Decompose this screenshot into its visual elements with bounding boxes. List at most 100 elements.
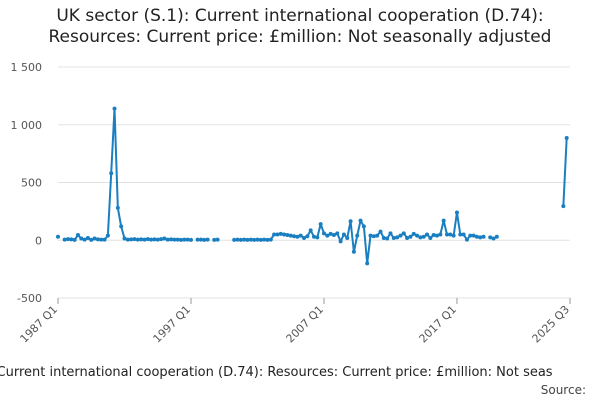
data-point — [321, 231, 326, 236]
x-tick-label: 1997 Q1 — [151, 303, 194, 346]
y-tick-label: 500 — [21, 177, 42, 190]
data-point — [265, 237, 270, 242]
data-point — [255, 237, 260, 242]
data-point — [371, 234, 376, 239]
data-point — [305, 234, 310, 239]
data-point — [135, 237, 140, 242]
data-point — [149, 237, 154, 242]
data-point — [198, 237, 203, 242]
data-point — [142, 237, 147, 242]
data-point — [411, 231, 416, 236]
data-point — [335, 231, 340, 236]
data-point — [252, 237, 257, 242]
data-point — [56, 234, 60, 239]
data-point — [169, 237, 174, 242]
data-point — [109, 171, 114, 176]
data-point — [275, 232, 280, 237]
data-point — [232, 237, 237, 242]
data-point — [454, 210, 459, 215]
data-point — [102, 237, 107, 242]
y-tick-label: 1 000 — [11, 119, 43, 132]
data-point — [351, 249, 356, 254]
chart-title-line-2: Resources: Current price: £million: Not … — [48, 27, 552, 47]
data-point — [72, 237, 77, 242]
data-point — [268, 237, 273, 242]
data-point — [212, 237, 217, 242]
data-point — [488, 235, 493, 240]
data-point — [471, 233, 476, 238]
data-point — [155, 237, 160, 242]
data-point — [125, 237, 130, 242]
x-tick-label: 1987 Q1 — [18, 303, 61, 346]
data-point — [132, 237, 137, 242]
data-point — [89, 237, 94, 242]
data-point — [292, 234, 297, 239]
data-point — [205, 237, 210, 242]
data-point — [461, 232, 466, 237]
data-point — [378, 229, 383, 234]
series-line — [64, 107, 192, 241]
data-point — [152, 237, 157, 242]
data-point — [165, 237, 170, 242]
data-point — [315, 235, 320, 240]
data-point — [119, 224, 124, 229]
data-point — [79, 236, 84, 241]
data-point — [338, 239, 343, 244]
data-point — [355, 233, 360, 238]
gridlines — [58, 66, 570, 299]
data-point — [331, 233, 336, 238]
data-point — [398, 233, 403, 238]
data-point — [451, 233, 456, 238]
data-point — [248, 237, 253, 242]
data-point — [235, 237, 240, 242]
data-point — [481, 234, 486, 239]
data-point — [122, 236, 127, 241]
data-point — [65, 237, 70, 242]
data-point — [215, 237, 220, 242]
data-point — [159, 237, 164, 242]
y-tick-label: 1 500 — [11, 61, 43, 74]
data-point — [385, 236, 390, 241]
data-point — [431, 233, 436, 238]
data-point — [302, 235, 307, 240]
data-point — [95, 237, 100, 242]
data-point — [444, 232, 449, 237]
data-point — [358, 218, 363, 223]
series-points — [56, 106, 569, 266]
data-point — [425, 232, 430, 237]
y-tick-label: 0 — [35, 234, 42, 247]
data-point — [288, 233, 293, 238]
data-point — [408, 234, 413, 239]
data-point — [145, 237, 150, 242]
data-point — [75, 233, 80, 238]
data-point — [298, 233, 303, 238]
data-point — [202, 237, 207, 242]
data-point — [242, 237, 247, 242]
data-point — [391, 235, 396, 240]
data-point — [278, 231, 283, 236]
data-point — [448, 232, 453, 237]
data-point — [325, 233, 330, 238]
data-point — [564, 136, 569, 141]
data-point — [99, 237, 104, 242]
y-axis-ticks: -500 0 500 1 000 1 500 — [11, 61, 43, 305]
data-point — [405, 235, 410, 240]
data-point — [82, 237, 87, 242]
data-point — [182, 237, 187, 242]
data-point — [491, 236, 496, 241]
data-point — [92, 236, 97, 241]
data-point — [112, 106, 117, 111]
data-point — [375, 233, 380, 238]
data-point — [428, 235, 433, 240]
data-point — [438, 232, 443, 237]
data-point — [361, 224, 366, 229]
chart-title: UK sector (S.1): Current international c… — [0, 6, 600, 48]
data-point — [129, 237, 134, 242]
data-point — [272, 232, 277, 237]
data-point — [458, 232, 463, 237]
legend-entry: : Current international cooperation (D.7… — [0, 365, 553, 380]
data-point — [185, 237, 190, 242]
data-point — [494, 234, 499, 239]
data-point — [388, 231, 393, 236]
